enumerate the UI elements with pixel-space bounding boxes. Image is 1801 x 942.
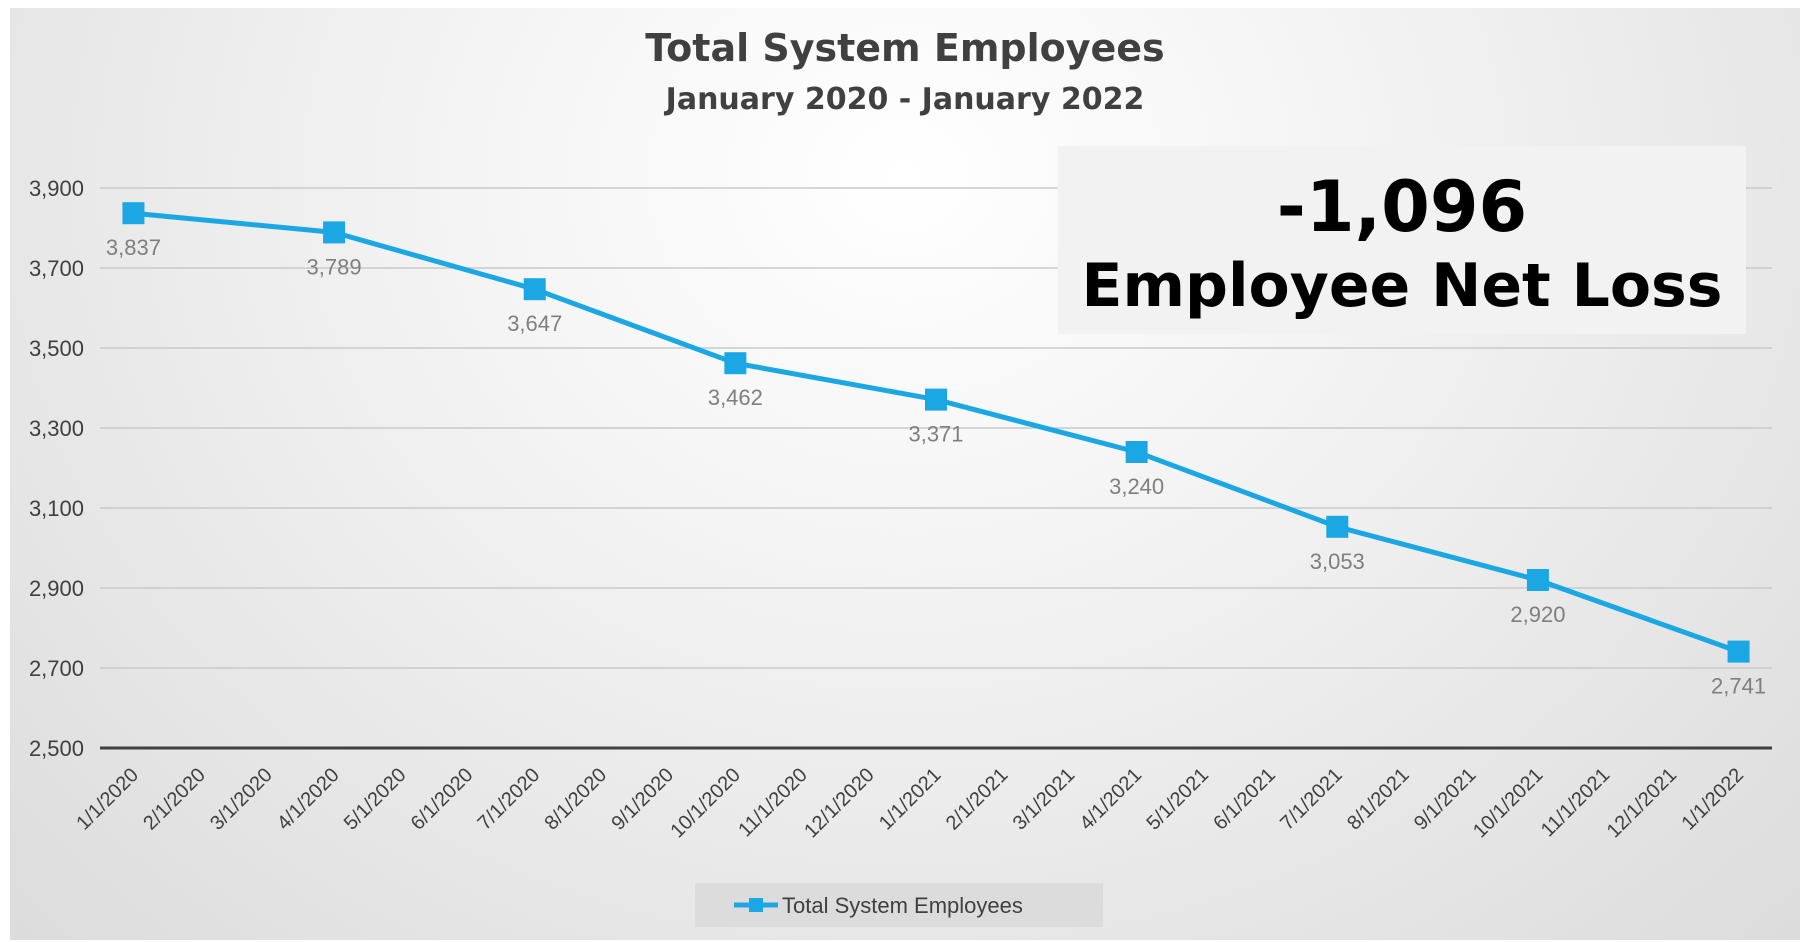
y-tick-label: 2,900 (29, 576, 84, 601)
y-tick-label: 2,700 (29, 656, 84, 681)
x-axis-ticks: 1/1/20202/1/20203/1/20204/1/20205/1/2020… (72, 764, 1748, 842)
y-tick-label: 2,500 (29, 736, 84, 761)
x-tick-label: 10/1/2020 (666, 764, 744, 842)
x-tick-label: 1/1/2022 (1677, 764, 1748, 835)
gridlines (100, 187, 1772, 750)
callout-box (1058, 146, 1746, 334)
callout-text: Employee Net Loss (1082, 251, 1723, 321)
y-axis-ticks: 2,500 2,700 2,900 3,100 3,300 3,500 3,700 3,900 (29, 176, 84, 761)
data-label: 3,371 (908, 422, 963, 447)
data-point-marker (1727, 640, 1750, 663)
line-chart: Total System Employees January 2020 - Ja… (29, 26, 1772, 927)
data-point-marker (1326, 515, 1349, 538)
x-tick-label: 4/1/2021 (1076, 764, 1147, 835)
y-tick-label: 3,100 (29, 496, 84, 521)
x-tick-label: 9/1/2021 (1410, 764, 1481, 835)
x-tick-label: 7/1/2020 (474, 764, 545, 835)
data-labels: 3,837 3,789 3,647 3,462 3,371 3,240 3,053 2,920… (106, 235, 1766, 698)
chart-subtitle: January 2020 - January 2022 (664, 82, 1145, 117)
x-tick-label: 5/1/2020 (340, 764, 411, 835)
chart-area: Total System Employees January 2020 - Ja… (10, 8, 1800, 940)
data-label: 3,240 (1109, 474, 1164, 499)
data-point-marker (724, 352, 747, 375)
data-label: 2,920 (1510, 602, 1565, 627)
y-tick-label: 3,700 (29, 256, 84, 281)
x-tick-label: 12/1/2020 (800, 764, 878, 842)
y-tick-label: 3,900 (29, 176, 84, 201)
x-tick-label: 5/1/2021 (1142, 764, 1213, 835)
x-tick-label: 11/1/2020 (734, 764, 811, 841)
data-label: 3,789 (307, 254, 362, 279)
x-tick-label: 2/1/2021 (942, 764, 1013, 835)
chart-title: Total System Employees (645, 26, 1164, 70)
x-tick-label: 3/1/2020 (206, 764, 277, 835)
x-tick-label: 6/1/2020 (407, 764, 478, 835)
legend-label: Total System Employees (782, 893, 1023, 918)
x-tick-label: 11/1/2021 (1537, 764, 1614, 841)
x-tick-label: 1/1/2021 (875, 764, 946, 835)
data-point-marker (1526, 569, 1549, 591)
data-label: 3,462 (708, 385, 763, 410)
y-tick-label: 3,500 (29, 336, 84, 361)
data-label: 2,741 (1711, 674, 1766, 699)
x-tick-label: 6/1/2021 (1209, 764, 1280, 835)
x-tick-label: 12/1/2021 (1603, 764, 1681, 842)
x-tick-label: 3/1/2021 (1009, 764, 1080, 835)
x-tick-label: 9/1/2020 (607, 764, 678, 835)
x-tick-label: 2/1/2020 (139, 764, 210, 835)
data-point-marker (122, 202, 145, 225)
x-tick-label: 10/1/2021 (1469, 764, 1547, 842)
data-point-marker (523, 278, 546, 301)
x-tick-label: 8/1/2020 (541, 764, 612, 835)
y-tick-label: 3,300 (29, 416, 84, 441)
data-label: 3,053 (1310, 549, 1365, 574)
x-tick-label: 1/1/2020 (72, 764, 143, 835)
series-total-system-employees (122, 202, 1750, 663)
data-point-marker (323, 221, 346, 244)
callout-value: -1,096 (1277, 166, 1527, 248)
data-point-marker (925, 388, 947, 411)
x-tick-label: 7/1/2021 (1276, 764, 1347, 835)
net-loss-callout: -1,096 Employee Net Loss (1058, 146, 1746, 334)
legend-marker-swatch (749, 898, 763, 912)
data-point-marker (1125, 441, 1148, 463)
legend[interactable]: Total System Employees (695, 883, 1103, 927)
data-label: 3,647 (507, 311, 562, 336)
x-tick-label: 4/1/2020 (273, 764, 344, 835)
data-label: 3,837 (106, 235, 161, 260)
x-tick-label: 8/1/2021 (1343, 764, 1414, 835)
